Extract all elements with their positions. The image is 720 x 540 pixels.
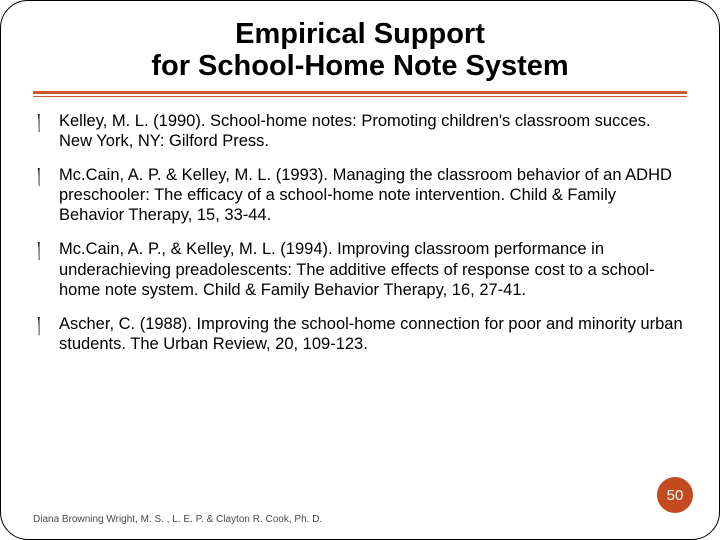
divider-thick (33, 91, 687, 94)
list-item: ། Kelley, M. L. (1990). School-home note… (37, 111, 683, 151)
bullet-icon: ། (37, 239, 55, 259)
page-number: 50 (667, 487, 684, 504)
slide-frame: Empirical Support for School-Home Note S… (0, 0, 720, 540)
list-item: ། Ascher, C. (1988). Improving the schoo… (37, 314, 683, 354)
list-item: ། Mc.Cain, A. P., & Kelley, M. L. (1994)… (37, 239, 683, 299)
reference-text: Ascher, C. (1988). Improving the school-… (59, 315, 683, 353)
footer-credits: Diana Browning Wright, M. S. , L. E. P. … (33, 514, 322, 525)
bullet-icon: ། (37, 165, 55, 185)
reference-text: Kelley, M. L. (1990). School-home notes:… (59, 112, 651, 150)
bullet-icon: ། (37, 111, 55, 131)
page-number-badge: 50 (657, 477, 693, 513)
list-item: ། Mc.Cain, A. P. & Kelley, M. L. (1993).… (37, 165, 683, 225)
divider-thin (33, 96, 687, 97)
slide-title: Empirical Support for School-Home Note S… (33, 19, 687, 83)
bullet-icon: ། (37, 314, 55, 334)
reference-text: Mc.Cain, A. P., & Kelley, M. L. (1994). … (59, 240, 655, 298)
title-line-1: Empirical Support (33, 19, 687, 51)
reference-list: ། Kelley, M. L. (1990). School-home note… (33, 111, 687, 354)
title-line-2: for School-Home Note System (33, 51, 687, 83)
reference-text: Mc.Cain, A. P. & Kelley, M. L. (1993). M… (59, 166, 672, 224)
